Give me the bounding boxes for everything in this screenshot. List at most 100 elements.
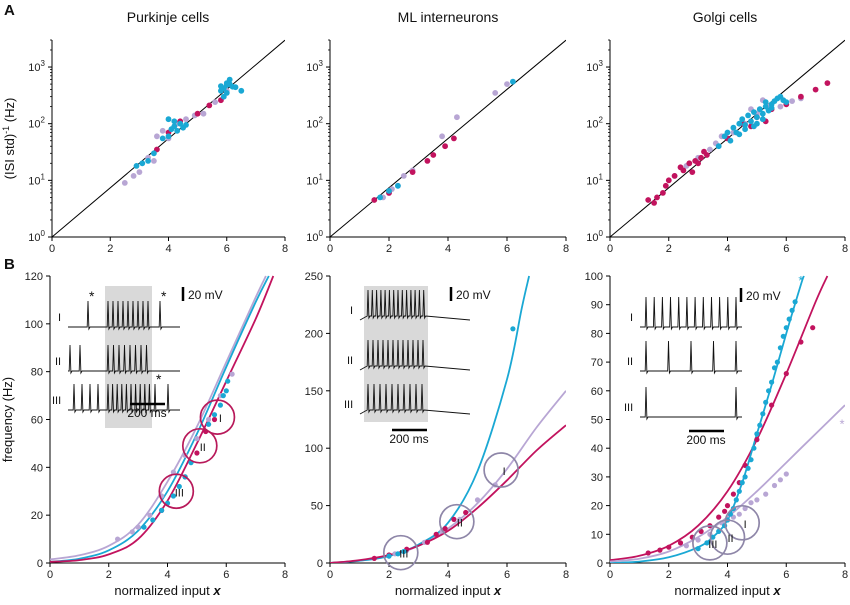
data-point-magenta — [695, 160, 701, 167]
data-point-magenta — [798, 339, 804, 345]
y-tick-label: 100 — [585, 271, 603, 283]
data-point-cyan — [780, 333, 786, 339]
data-point-cyan — [777, 345, 784, 351]
data-point-cyan — [238, 87, 245, 94]
voltage-trace-III — [68, 383, 180, 414]
data-point-lavender — [400, 173, 407, 179]
y-tick-label: 60 — [591, 386, 603, 398]
data-point-lavender — [183, 116, 189, 123]
data-point-magenta — [810, 325, 816, 331]
x-tick-label: 4 — [165, 243, 171, 255]
data-point-cyan — [763, 399, 769, 405]
data-point-cyan — [223, 80, 230, 86]
data-point-cyan — [754, 114, 760, 121]
data-point-cyan — [165, 116, 172, 123]
y-axis-label: (ISI std)-1 (Hz) — [1, 98, 17, 180]
data-point-cyan — [151, 150, 157, 157]
plot-area — [52, 39, 285, 237]
column-title-purkinje: Purkinje cells — [127, 9, 209, 25]
highlight-label-III: III — [175, 487, 184, 499]
x-tick-label: 8 — [842, 243, 848, 255]
scalebar-horizontal-label: 200 ms — [127, 406, 166, 420]
y-tick-base: 10 — [586, 119, 598, 131]
x-axis-label: normalized input x — [114, 583, 221, 598]
voltage-trace-I — [68, 300, 180, 331]
panel-label-b: B — [4, 256, 15, 273]
fit-curve-lavender — [610, 404, 845, 563]
data-point-cyan — [171, 123, 178, 130]
data-point-magenta — [812, 86, 819, 93]
x-tick-label: 6 — [504, 569, 510, 581]
data-point-cyan — [739, 116, 746, 123]
data-point-lavender — [707, 146, 713, 153]
x-tick-label: 8 — [842, 569, 848, 581]
y-axis-label-part: (Hz) — [2, 98, 17, 126]
highlight-circle-I — [199, 399, 236, 435]
data-point-lavender — [136, 169, 143, 176]
data-point-cyan — [792, 299, 798, 305]
data-point-lavender — [754, 497, 760, 503]
x-tick-label: 2 — [386, 243, 392, 255]
spike-marker: * — [161, 288, 167, 304]
data-point-lavender — [777, 477, 784, 483]
data-point-lavender — [206, 416, 212, 423]
scalebar-vertical-label: 20 mV — [456, 288, 491, 302]
data-point-lavender — [154, 133, 160, 140]
trace-label-III: III — [624, 402, 633, 414]
data-point-magenta — [730, 491, 737, 497]
x-axis-label-var: x — [493, 583, 502, 598]
y-tick-label: 0 — [37, 558, 43, 570]
x-tick-label: 2 — [107, 243, 113, 255]
data-point-cyan — [174, 127, 181, 134]
data-point-magenta — [451, 516, 457, 523]
data-point-cyan — [742, 122, 748, 128]
scalebar-vertical-label: 20 mV — [188, 288, 223, 302]
highlight-circle-I — [483, 452, 519, 488]
data-point-magenta — [716, 514, 722, 520]
y-tick-base: 10 — [586, 175, 598, 187]
y-tick-exponent: 0 — [599, 229, 604, 238]
data-point-cyan — [789, 307, 795, 313]
highlight-label-II: II — [727, 533, 733, 545]
trace-label-III: III — [344, 399, 353, 411]
data-point-cyan — [759, 110, 766, 117]
y-tick-label: 0 — [597, 558, 603, 570]
y-tick-exponent: 3 — [41, 59, 46, 68]
y-tick-exponent: 3 — [599, 59, 604, 68]
data-point-cyan — [748, 457, 754, 463]
scalebar-horizontal-label: 200 ms — [686, 433, 725, 447]
voltage-trace-I — [359, 289, 471, 321]
data-point-magenta — [371, 555, 377, 562]
x-axis-label-var: x — [772, 583, 781, 598]
x-tick-label: 0 — [327, 569, 333, 581]
x-tick-label: 6 — [224, 243, 230, 255]
data-point-lavender — [115, 536, 121, 542]
data-point-magenta — [722, 508, 728, 514]
y-tick-base: 10 — [586, 232, 598, 244]
y-tick-label: 102 — [28, 116, 45, 131]
data-point-cyan — [395, 551, 401, 557]
data-point-cyan — [704, 540, 710, 546]
fit-curve-cyan — [50, 275, 270, 563]
voltage-trace-III — [359, 383, 471, 415]
y-tick-label: 40 — [31, 462, 43, 474]
data-point-magenta — [665, 177, 672, 184]
data-point-magenta — [798, 93, 804, 100]
data-point-cyan — [751, 445, 757, 451]
data-point-lavender — [229, 371, 235, 377]
y-tick-label: 60 — [31, 415, 43, 427]
y-tick-label: 100 — [28, 229, 45, 244]
fit-curve-cyan — [610, 275, 805, 563]
highlight-label-I: I — [744, 519, 747, 531]
highlight-label-II: II — [457, 518, 463, 530]
scalebar-horizontal-label: 200 ms — [389, 432, 428, 446]
data-point-lavender — [129, 529, 135, 535]
x-axis-label-text: normalized input — [114, 583, 213, 598]
y-tick-exponent: 3 — [319, 59, 324, 68]
data-point-cyan — [165, 133, 172, 140]
y-tick-exponent: 2 — [319, 116, 324, 125]
